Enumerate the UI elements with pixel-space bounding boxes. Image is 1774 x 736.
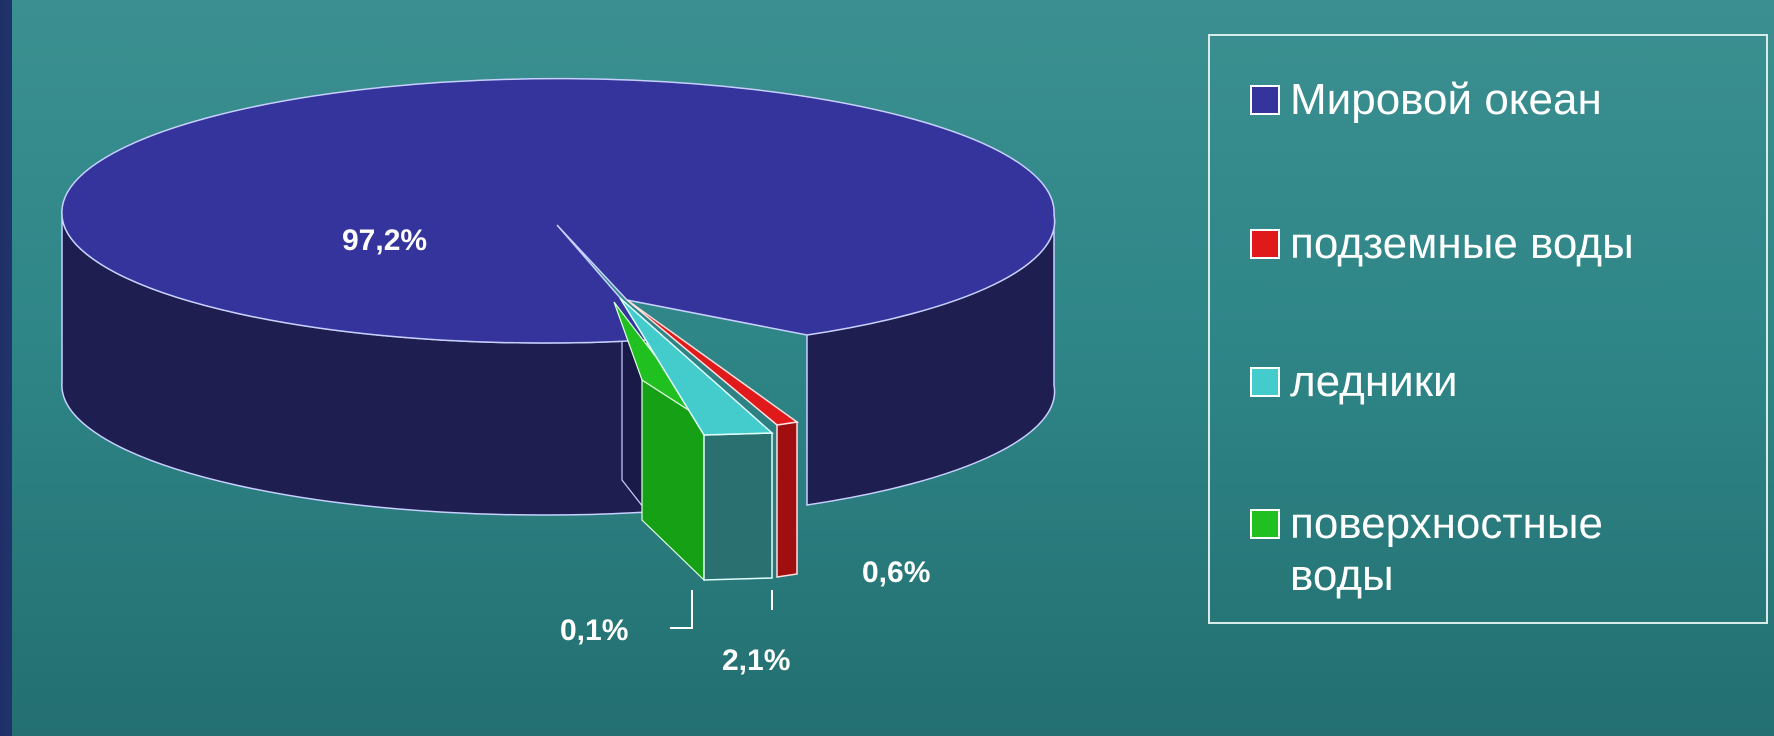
slice-front-glaciers bbox=[703, 432, 773, 581]
legend-swatch-ocean bbox=[1250, 85, 1280, 115]
legend-label-groundwater: подземные воды bbox=[1290, 219, 1634, 268]
data-label-surface-water: 0,1% bbox=[560, 614, 628, 647]
slice-top-ocean bbox=[61, 77, 1056, 344]
legend-label-surface-water: поверхностные воды bbox=[1290, 499, 1603, 600]
legend: Мировой океан подземные воды ледники пов… bbox=[1208, 34, 1768, 624]
legend-item-groundwater: подземные воды bbox=[1250, 218, 1730, 270]
slice-top-glaciers bbox=[619, 297, 774, 436]
legend-item-surface-water: поверхностные воды bbox=[1250, 498, 1670, 602]
legend-swatch-groundwater bbox=[1250, 229, 1280, 259]
legend-label-glaciers: ледники bbox=[1290, 357, 1458, 406]
slice-front-groundwater bbox=[776, 421, 798, 578]
data-label-glaciers: 2,1% bbox=[722, 644, 790, 677]
chart-area: 97,2% 0,6% 2,1% 0,1% Мировой океан подзе… bbox=[12, 0, 1774, 736]
legend-label-ocean: Мировой океан bbox=[1290, 75, 1602, 124]
slice-top-groundwater bbox=[626, 299, 799, 426]
leader-line-surface-water bbox=[670, 590, 693, 629]
data-label-groundwater: 0,6% bbox=[862, 556, 930, 589]
legend-item-ocean: Мировой океан bbox=[1250, 74, 1730, 126]
pie-chart: 97,2% 0,6% 2,1% 0,1% bbox=[61, 77, 1056, 677]
legend-item-glaciers: ледники bbox=[1250, 356, 1730, 408]
data-label-ocean: 97,2% bbox=[342, 224, 427, 257]
legend-swatch-glaciers bbox=[1250, 367, 1280, 397]
legend-swatch-surface-water bbox=[1250, 509, 1280, 539]
